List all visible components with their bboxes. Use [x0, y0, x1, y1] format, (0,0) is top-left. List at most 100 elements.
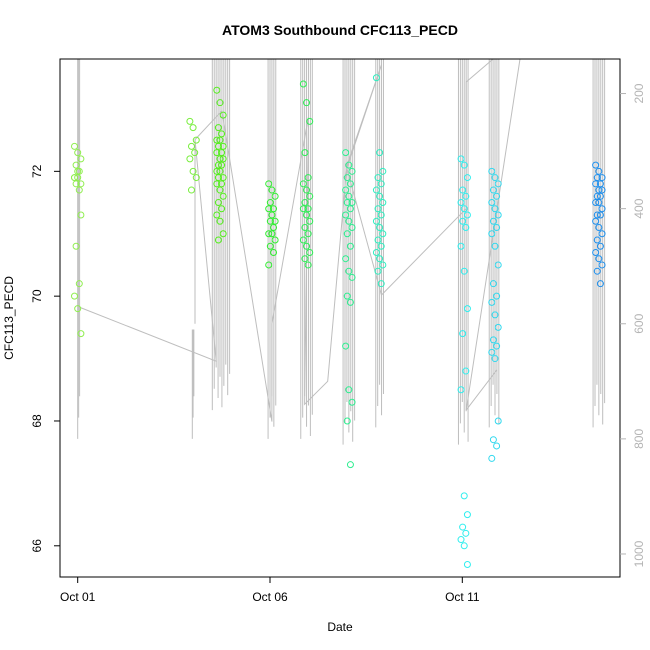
data-point [214, 142, 222, 150]
data-point [457, 199, 465, 207]
data-point [77, 155, 85, 163]
data-point [266, 217, 274, 225]
x-tick-label: Oct 11 [445, 590, 480, 604]
data-point [494, 211, 502, 219]
y-axis-label: CFC113_PECD [2, 276, 16, 360]
data-point [218, 161, 226, 169]
data-point [598, 261, 606, 269]
data-point [457, 386, 465, 394]
data-point [270, 224, 278, 232]
data-point [460, 161, 468, 169]
data-point [372, 217, 380, 225]
right-tick-label: 600 [632, 313, 646, 333]
flight-track-line [77, 58, 521, 422]
data-point [343, 199, 351, 207]
data-point [488, 230, 496, 238]
data-point [306, 217, 314, 225]
data-point [265, 180, 273, 188]
data-point [491, 242, 499, 250]
data-point [379, 261, 387, 269]
right-tick-label: 1000 [632, 540, 646, 567]
data-point [374, 236, 382, 244]
data-point [271, 236, 279, 244]
data-point [191, 149, 199, 157]
data-point [596, 242, 604, 250]
data-point [459, 217, 467, 225]
data-point [457, 536, 465, 544]
data-point [493, 292, 501, 300]
data-point [457, 155, 465, 163]
data-point [592, 161, 600, 169]
data-point [592, 217, 600, 225]
data-point [342, 255, 350, 263]
data-point [218, 205, 226, 213]
data-point [494, 417, 502, 425]
data-point [460, 205, 468, 213]
data-point [303, 242, 311, 250]
data-point [596, 280, 604, 288]
data-point [72, 161, 80, 169]
data-point [70, 142, 78, 150]
data-point [270, 248, 278, 256]
data-point [343, 292, 351, 300]
data-point [343, 174, 351, 182]
data-point [266, 242, 274, 250]
data-point [376, 149, 384, 157]
data-point [462, 192, 470, 200]
data-point [343, 417, 351, 425]
data-point [377, 211, 385, 219]
data-point [376, 192, 384, 200]
data-point [494, 261, 502, 269]
data-point [213, 149, 221, 157]
data-point [214, 199, 222, 207]
data-points [70, 74, 606, 569]
data-point [186, 117, 194, 125]
data-point [489, 336, 497, 344]
data-point [491, 205, 499, 213]
data-point [593, 267, 601, 275]
y-tick-label: 66 [30, 539, 44, 553]
data-point [187, 142, 195, 150]
data-point [346, 242, 354, 250]
data-point [345, 192, 353, 200]
data-point [488, 199, 496, 207]
data-point [457, 242, 465, 250]
data-point [219, 111, 227, 119]
data-point [271, 217, 279, 225]
data-point [345, 161, 353, 169]
data-point [596, 192, 604, 200]
data-point [379, 167, 387, 175]
data-point [598, 186, 606, 194]
data-point [488, 454, 496, 462]
data-point [377, 180, 385, 188]
data-point [219, 230, 227, 238]
data-point [462, 224, 470, 232]
data-point [377, 242, 385, 250]
data-point [598, 205, 606, 213]
data-point [379, 199, 387, 207]
data-point [265, 205, 273, 213]
data-point [342, 186, 350, 194]
data-point [72, 180, 80, 188]
data-point [218, 130, 226, 138]
data-point [74, 305, 82, 313]
data-point [494, 323, 502, 331]
y-axis: 66 68 70 72 [30, 164, 60, 552]
data-point [593, 192, 601, 200]
data-point [342, 149, 350, 157]
data-point [301, 255, 309, 263]
data-point [595, 167, 603, 175]
data-point [493, 442, 501, 450]
data-point [348, 224, 356, 232]
right-tick-label: 800 [632, 429, 646, 449]
data-point [346, 205, 354, 213]
data-point [216, 99, 224, 107]
data-point [187, 186, 195, 194]
data-point [345, 386, 353, 394]
data-point [74, 167, 82, 175]
data-point [304, 261, 312, 269]
data-point [346, 298, 354, 306]
data-point [595, 255, 603, 263]
data-point [304, 174, 312, 182]
data-point [459, 523, 467, 531]
